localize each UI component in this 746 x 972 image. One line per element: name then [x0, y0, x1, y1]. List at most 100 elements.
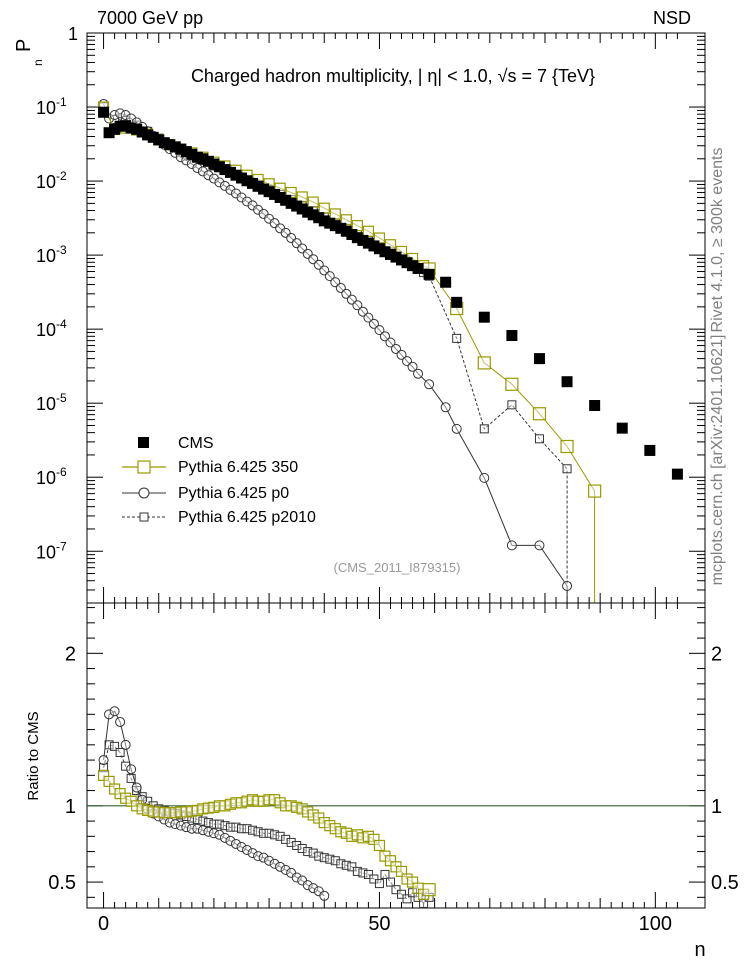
- upper-marker-cms: [252, 180, 264, 192]
- legend-marker-cms: [138, 437, 149, 448]
- legend-marker-p2010: [139, 512, 149, 522]
- upper-marker-cms: [285, 197, 297, 209]
- upper-marker-p0: [363, 312, 374, 323]
- lower-marker-p0: [258, 852, 269, 863]
- lower-series-group: [97, 706, 436, 908]
- upper-y-tick-exponent: -1: [56, 95, 67, 109]
- lower-marker-p0: [104, 709, 115, 720]
- upper-marker-p2010: [562, 464, 572, 474]
- lower-y-tick-label-left: 0.5: [48, 872, 76, 894]
- lower-marker-p0: [242, 845, 253, 856]
- upper-y-tick-label: 10: [36, 394, 56, 414]
- x-tick-label: 0: [98, 913, 109, 935]
- upper-marker-p0: [440, 402, 451, 413]
- lower-marker-p2010: [220, 821, 230, 831]
- lower-marker-p2010: [264, 828, 274, 838]
- lower-marker-p0: [291, 872, 302, 883]
- lower-marker-p0: [98, 755, 109, 766]
- lower-marker-p0: [280, 864, 291, 875]
- lower-marker-p2010: [286, 837, 296, 847]
- x-tick-label: 100: [639, 913, 672, 935]
- upper-marker-cms: [357, 234, 369, 246]
- upper-y-tick-label: 1: [68, 24, 78, 44]
- upper-y-tick-labels: 110-110-210-310-410-510-610-7: [36, 24, 78, 562]
- legend-marker-p350: [137, 460, 151, 474]
- upper-marker-cms: [103, 127, 115, 139]
- upper-marker-cms: [109, 123, 121, 135]
- upper-marker-cms: [125, 122, 137, 134]
- upper-y-tick-exponent: -2: [56, 169, 67, 183]
- upper-marker-cms: [147, 131, 159, 143]
- lower-marker-p2010: [270, 830, 280, 840]
- lower-panel: 0.5 0.5 1 1 2 2 0 50 100 Ratio to CMS n: [25, 602, 739, 961]
- lower-marker-p2010: [363, 869, 373, 879]
- lower-marker-p2010: [126, 773, 136, 783]
- upper-marker-p0: [424, 379, 435, 390]
- upper-marker-p0: [197, 166, 208, 177]
- upper-marker-p0: [208, 173, 219, 184]
- lower-marker-p2010: [121, 761, 131, 771]
- lower-marker-p0: [120, 739, 131, 750]
- lower-marker-p0: [302, 880, 313, 891]
- upper-marker-cms: [412, 262, 424, 274]
- upper-marker-p2010: [507, 400, 517, 410]
- y-label-main: P: [13, 39, 35, 52]
- upper-marker-p0: [120, 110, 131, 121]
- upper-marker-cms: [98, 106, 110, 118]
- lower-y-tick-label-right: 2: [711, 643, 722, 665]
- upper-marker-cms: [401, 257, 413, 269]
- upper-y-tick-label: 10: [36, 172, 56, 192]
- analysis-watermark: (CMS_2011_I879315): [334, 560, 461, 575]
- lower-y-axis-label: Ratio to CMS: [25, 711, 42, 800]
- header-left-label: 7000 GeV pp: [97, 8, 203, 28]
- lower-marker-p2010: [325, 854, 335, 864]
- upper-marker-cms: [269, 188, 281, 200]
- upper-y-tick-label: 10: [36, 468, 56, 488]
- upper-marker-cms: [280, 194, 292, 206]
- legend-label-cms: CMS: [178, 435, 214, 452]
- lower-marker-p2010: [385, 877, 395, 887]
- upper-marker-p350: [351, 220, 363, 232]
- upper-marker-cms: [384, 248, 396, 260]
- lower-marker-p2010: [214, 819, 224, 829]
- upper-marker-p350: [560, 439, 574, 454]
- x-tick-label: 50: [368, 913, 390, 935]
- lower-marker-p0: [115, 716, 126, 727]
- upper-marker-cms: [440, 276, 452, 288]
- upper-marker-cms: [142, 129, 154, 141]
- upper-marker-p0: [407, 361, 418, 372]
- upper-marker-cms: [379, 246, 391, 258]
- upper-marker-cms: [346, 228, 358, 240]
- upper-marker-cms: [351, 232, 363, 244]
- lower-marker-p2010: [308, 848, 318, 858]
- lower-y-tick-label-right: 0.5: [711, 872, 739, 894]
- upper-y-tick-exponent: -5: [56, 391, 67, 405]
- upper-y-tick-label: 10: [36, 542, 56, 562]
- upper-marker-cms: [236, 172, 247, 184]
- upper-y-tick-exponent: -3: [56, 243, 67, 257]
- upper-marker-p0: [324, 271, 335, 282]
- lower-marker-p2010: [225, 822, 235, 832]
- lower-marker-p0: [186, 823, 197, 834]
- lower-marker-p2010: [281, 834, 291, 844]
- lower-marker-p0: [131, 782, 142, 793]
- upper-marker-cms: [318, 215, 330, 227]
- upper-marker-cms: [671, 468, 683, 480]
- upper-marker-p350: [373, 232, 386, 244]
- upper-marker-cms: [362, 237, 374, 249]
- lower-marker-p2010: [259, 828, 269, 838]
- lower-marker-p2010: [391, 885, 401, 895]
- upper-marker-cms: [175, 143, 187, 155]
- legend-label-p0: Pythia 6.425 p0: [178, 485, 289, 502]
- upper-marker-cms: [324, 217, 336, 229]
- lower-marker-p2010: [336, 859, 346, 869]
- upper-marker-p350: [477, 356, 491, 370]
- upper-panel: 110-110-210-310-410-510-610-7 Charged ha…: [13, 24, 706, 604]
- upper-marker-cms: [224, 166, 236, 178]
- lower-marker-p2010: [358, 868, 368, 878]
- lower-marker-p2010: [242, 824, 252, 834]
- y-label-subscript: n: [31, 59, 45, 66]
- upper-marker-p0: [385, 337, 396, 348]
- lower-marker-p0: [214, 829, 225, 840]
- upper-marker-cms: [335, 222, 347, 234]
